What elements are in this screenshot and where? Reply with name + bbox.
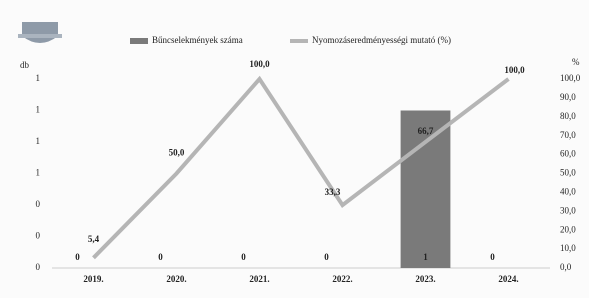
y2-tick-label: 40,0 — [560, 186, 576, 196]
bar-value-label: 0 — [158, 252, 163, 262]
x-tick-label: 2020. — [166, 274, 186, 284]
bar-value-label: 0 — [75, 252, 80, 262]
background — [0, 0, 589, 298]
legend-swatch — [130, 38, 148, 44]
y-tick-label: 1 — [36, 168, 41, 178]
chart: db % 00011110,010,020,030,040,050,060,07… — [0, 0, 589, 298]
y2-tick-label: 70,0 — [560, 130, 576, 140]
x-tick-label: 2024. — [498, 274, 518, 284]
y-tick-label: 1 — [36, 105, 41, 115]
x-tick-label: 2021. — [249, 274, 269, 284]
x-tick-label: 2019. — [83, 274, 103, 284]
bar-value-label: 0 — [241, 252, 246, 262]
line-value-label: 66,7 — [418, 126, 434, 136]
y2-axis-title: % — [572, 57, 580, 67]
y-axis-title: db — [20, 60, 30, 70]
line-value-label: 5,4 — [88, 234, 100, 244]
y2-tick-label: 80,0 — [560, 111, 576, 121]
line-value-label: 100,0 — [249, 59, 270, 69]
line-value-label: 100,0 — [504, 65, 525, 75]
y2-tick-label: 60,0 — [560, 149, 576, 159]
line-value-label: 50,0 — [169, 148, 185, 158]
line-value-label: 33,3 — [325, 187, 341, 197]
y2-tick-label: 30,0 — [560, 205, 576, 215]
bar-value-label: 0 — [490, 252, 495, 262]
bar-value-label: 0 — [324, 252, 329, 262]
x-tick-label: 2023. — [415, 274, 435, 284]
y-tick-label: 1 — [36, 73, 41, 83]
legend-label: Nyomozáseredményességi mutató (%) — [312, 35, 451, 45]
y-tick-label: 0 — [36, 199, 41, 209]
y2-tick-label: 10,0 — [560, 243, 576, 253]
y2-tick-label: 90,0 — [560, 92, 576, 102]
x-tick-label: 2022. — [332, 274, 352, 284]
y-tick-label: 1 — [36, 136, 41, 146]
bar-value-label: 1 — [423, 252, 428, 262]
y-tick-label: 0 — [36, 262, 41, 272]
y2-tick-label: 20,0 — [560, 224, 576, 234]
y2-tick-label: 0,0 — [560, 262, 572, 272]
y-tick-label: 0 — [36, 231, 41, 241]
y2-tick-label: 50,0 — [560, 168, 576, 178]
y2-tick-label: 100,0 — [560, 73, 581, 83]
legend-label: Bűncselekmények száma — [152, 35, 243, 45]
